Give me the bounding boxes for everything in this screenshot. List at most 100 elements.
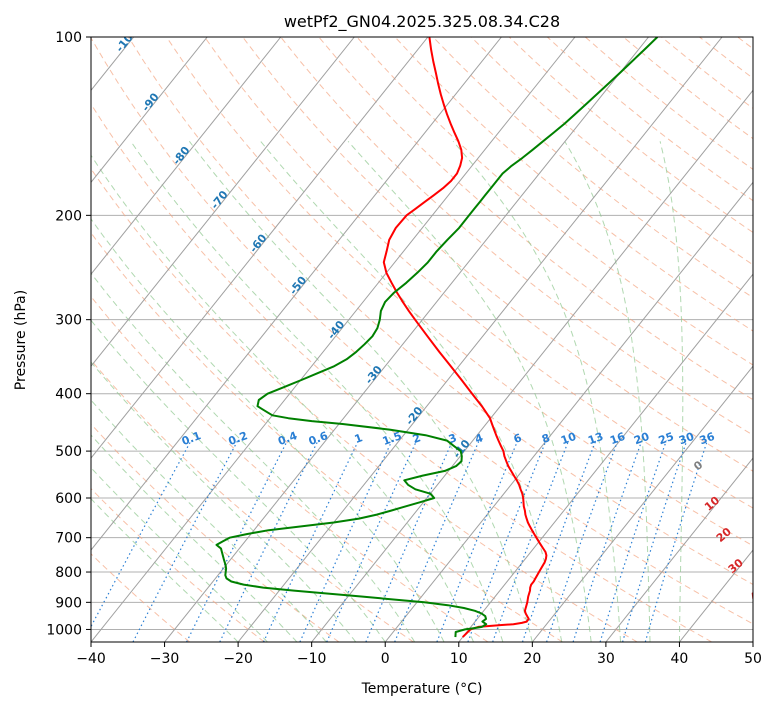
moist-adiabat: [91, 361, 357, 642]
moist-adiabat: [91, 434, 298, 642]
x-tick-label: 40: [671, 651, 689, 667]
mixing-ratio-label: 36: [698, 430, 717, 448]
x-tick-label: −10: [297, 651, 327, 667]
moist-adiabat: [452, 140, 622, 642]
dry-adiabat: [91, 103, 713, 642]
mixing-ratio-line: [622, 440, 688, 642]
temperature-profile: [382, 37, 548, 638]
y-tick-label: 900: [55, 595, 82, 611]
x-axis-label: Temperature (°C): [361, 681, 483, 697]
moist-adiabat: [91, 154, 474, 642]
isotherm: [164, 37, 649, 642]
dry-adiabat: [91, 167, 638, 642]
x-tick-label: 0: [381, 651, 390, 667]
isotherm: [237, 37, 723, 642]
moist-adiabat: [260, 140, 563, 642]
isotherm: [605, 457, 753, 642]
mixing-ratio-label: 30: [677, 430, 696, 448]
mixing-ratio-label: 4: [473, 431, 485, 446]
dry-adiabat: [91, 295, 489, 642]
moist-adiabat: [188, 141, 533, 642]
isotherm: [91, 37, 282, 276]
plot-frame: [90, 36, 754, 643]
dry-adiabat: [356, 37, 753, 366]
mixing-ratio-line: [521, 440, 597, 642]
isotherm: [91, 37, 355, 367]
x-tick-label: −30: [150, 651, 180, 667]
isotherm: [91, 37, 429, 459]
mixing-ratio-line: [219, 440, 319, 642]
dry-adiabat: [394, 37, 753, 332]
y-tick-label: 600: [55, 491, 82, 507]
dry-adiabat: [91, 232, 563, 642]
mixing-ratio-line: [492, 440, 570, 642]
x-tick-label: −40: [76, 651, 106, 667]
x-tick-label: −20: [223, 651, 253, 667]
dry-adiabat: [432, 37, 753, 299]
mixing-ratio-label: 20: [632, 430, 651, 448]
moist-adiabat: [130, 141, 504, 642]
y-tick-label: 400: [55, 387, 82, 403]
dry-adiabat: [91, 553, 191, 642]
mixing-ratio-line: [436, 440, 519, 642]
y-tick-label: 300: [55, 313, 82, 329]
y-tick-label: 800: [55, 565, 82, 581]
y-axis-label: Pressure (hPa): [13, 290, 29, 390]
mixing-ratio-label: 16: [608, 430, 627, 448]
dry-adiabat: [166, 37, 753, 547]
mixing-ratio-label: 0.6: [307, 429, 330, 448]
plot-area: -100-90-80-70-60-50-40-30-20-100.1 0.2 0.4…: [91, 37, 768, 642]
x-tick-label: 20: [523, 651, 541, 667]
mixing-ratio-label: 13: [586, 430, 605, 447]
dry-adiabat: [204, 37, 753, 509]
isotherm: [311, 89, 753, 642]
isotherm: [91, 37, 576, 642]
mixing-ratio-label: 6: [512, 431, 524, 446]
moist-adiabat: [564, 141, 651, 642]
y-tick-label: 500: [55, 444, 82, 460]
y-tick-label: 100: [55, 30, 82, 46]
mixing-ratio-line: [546, 440, 619, 642]
mixing-ratio-label: 0.4: [276, 429, 299, 448]
mixing-ratio-label: 1: [353, 431, 365, 446]
mixing-ratio-line: [262, 440, 359, 642]
x-tick-label: 10: [450, 651, 468, 667]
mixing-ratio-line: [91, 440, 192, 628]
dry-adiabat: [91, 37, 753, 625]
y-tick-label: 1000: [46, 622, 82, 638]
mixing-ratio-label: 0.1: [180, 429, 203, 448]
moist-adiabat: [659, 141, 684, 642]
dry-adiabat: [127, 37, 753, 586]
mixing-ratio-label: 1.5: [381, 429, 404, 448]
y-tick-label: 200: [55, 208, 82, 224]
mixing-ratio-label: 8: [540, 431, 552, 446]
mixing-ratio-line: [394, 440, 480, 642]
mixing-ratio-line: [132, 440, 239, 642]
plot-background: [91, 37, 753, 642]
moist-adiabat: [91, 399, 327, 642]
chart-title: wetPf2_GN04.2025.325.08.34.C28: [284, 12, 560, 32]
x-axis: −40 −30 −20 −10 0 10 20 30 40 50: [76, 642, 762, 667]
y-axis: 100 200 300 400 500 600 700 800 900 1000: [46, 30, 91, 638]
dry-adiabat-label: 40: [748, 584, 768, 604]
isotherm: [91, 37, 208, 184]
isotherms: [91, 37, 753, 642]
mixing-ratio-line: [186, 440, 288, 642]
x-tick-label: 50: [744, 651, 762, 667]
mixing-ratio-line: [599, 440, 667, 642]
dry-adiabat: [318, 37, 753, 401]
profiles: [215, 37, 659, 638]
mixing-ratio-label: 10: [559, 430, 578, 448]
isotherm: [531, 365, 753, 642]
mixing-ratio-label: 3: [447, 431, 459, 446]
mixing-ratio-lines: [91, 440, 708, 642]
mixing-ratio-line: [572, 440, 643, 642]
isotherm: [91, 37, 502, 551]
dewpoint-profile: [215, 37, 659, 638]
isotherm: [384, 181, 753, 642]
y-tick-label: 700: [55, 531, 82, 547]
moist-adiabat: [91, 319, 386, 642]
mixing-ratio-label: 0.2: [227, 429, 250, 448]
mixing-ratio-label: 2: [411, 431, 423, 446]
